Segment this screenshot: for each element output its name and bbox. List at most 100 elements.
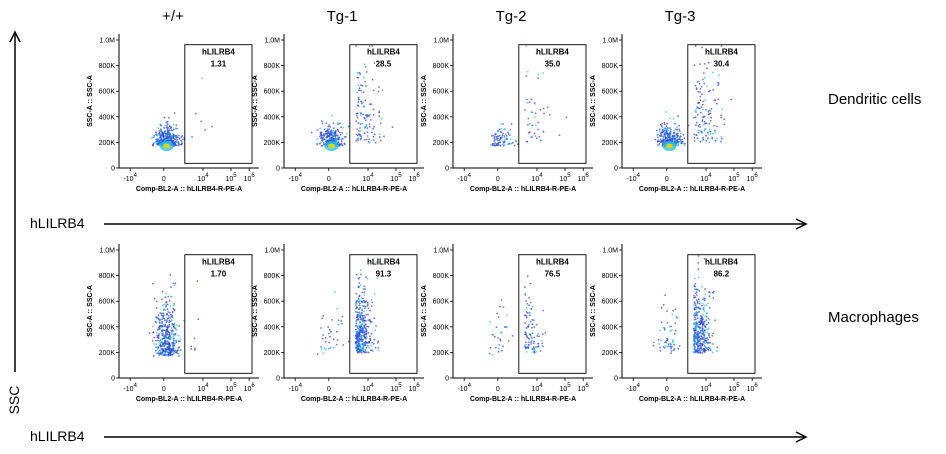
event-dot — [357, 71, 359, 74]
event-dot — [361, 311, 363, 314]
event-dot — [357, 297, 360, 300]
event-dot — [676, 126, 678, 129]
event-dot — [364, 342, 367, 345]
flow-plot-panel: 0 200K 400K 600K 800K 1.0M -104 0 104 105 106Comp-… — [87, 34, 259, 193]
event-dot — [699, 346, 702, 348]
event-dot — [704, 128, 707, 131]
event-dot — [327, 129, 330, 131]
horizontal-arrowhead-top — [795, 218, 808, 230]
event-dot — [489, 347, 492, 349]
event-dot — [160, 138, 163, 141]
event-dot — [687, 124, 690, 127]
event-dot — [329, 139, 332, 142]
event-dot — [361, 315, 364, 317]
y-tick-label: 800K — [602, 63, 619, 70]
event-dot — [162, 323, 165, 326]
event-dot — [360, 273, 362, 276]
event-dot — [355, 273, 358, 276]
event-dot — [359, 346, 362, 348]
event-dot — [358, 351, 360, 353]
event-dot — [163, 116, 166, 119]
event-dot — [372, 135, 375, 138]
x-tick-label: 106 — [409, 383, 421, 393]
event-dot — [698, 80, 700, 83]
event-dot — [163, 138, 166, 141]
event-dot — [699, 330, 702, 332]
event-dot — [319, 127, 322, 130]
y-tick-label: 1.0M — [602, 248, 618, 255]
event-dot — [156, 139, 159, 141]
event-dot — [358, 304, 361, 307]
event-dot — [355, 115, 358, 117]
event-dot — [358, 87, 361, 90]
event-dot — [506, 314, 508, 317]
event-dot — [542, 72, 545, 74]
event-dot — [157, 334, 160, 337]
event-dot — [502, 144, 505, 147]
event-dot — [161, 290, 164, 293]
x-tick-label: 0 — [496, 176, 500, 183]
event-dot — [678, 345, 681, 347]
event-dot — [671, 345, 673, 348]
x-tick-label: 106 — [244, 383, 256, 393]
event-dot — [669, 347, 672, 350]
event-dot — [165, 328, 168, 331]
event-dot — [707, 338, 709, 341]
event-dot — [200, 120, 203, 123]
event-dot — [364, 333, 367, 336]
event-dot — [662, 139, 665, 142]
event-dot — [172, 344, 174, 346]
event-dot — [548, 113, 551, 116]
event-dot — [163, 319, 166, 322]
event-dot — [693, 140, 696, 143]
event-dot — [370, 299, 373, 301]
event-dot — [355, 302, 358, 304]
x-tick-label: -104 — [626, 383, 640, 393]
event-dot — [699, 140, 702, 143]
event-dot — [665, 125, 668, 128]
event-dot — [172, 338, 174, 340]
event-dot — [698, 321, 700, 324]
event-dot — [694, 304, 697, 306]
event-dot — [364, 80, 366, 83]
event-dot — [151, 136, 153, 139]
event-dot — [373, 317, 376, 320]
event-dot — [362, 301, 365, 304]
event-dot — [176, 324, 178, 327]
event-dot — [539, 108, 542, 111]
event-dot — [662, 303, 665, 306]
event-dot — [168, 323, 171, 326]
x-axis-title: Comp-BL2-A :: hLILRB4-R-PE-A — [136, 396, 242, 403]
event-dot — [665, 129, 668, 132]
event-dot — [320, 131, 323, 134]
event-dot — [334, 133, 337, 135]
y-tick-label: 800K — [264, 63, 281, 70]
event-dot — [167, 336, 169, 339]
event-dot — [697, 262, 699, 264]
event-dot — [332, 129, 335, 132]
event-dot — [666, 322, 669, 324]
event-dot — [530, 341, 532, 344]
gate-percentage: 76.5 — [545, 270, 561, 279]
y-tick-label: 0 — [111, 166, 115, 173]
event-dot — [697, 343, 700, 346]
y-tick-label: 0 — [445, 376, 449, 383]
y-tick-label: 600K — [264, 299, 281, 306]
event-dot — [699, 130, 701, 132]
event-dot — [540, 139, 543, 142]
event-dot — [696, 317, 699, 320]
event-dot — [695, 313, 698, 315]
event-dot — [161, 353, 164, 355]
event-dot — [692, 323, 695, 325]
event-dot — [165, 321, 168, 323]
event-dot — [706, 131, 709, 134]
event-dot — [358, 313, 360, 315]
event-dot — [371, 341, 373, 344]
event-dot — [533, 319, 535, 322]
event-dot — [693, 116, 695, 119]
event-dot — [693, 327, 695, 330]
event-dot — [675, 128, 677, 131]
event-dot — [708, 319, 711, 321]
event-dot — [662, 135, 665, 138]
